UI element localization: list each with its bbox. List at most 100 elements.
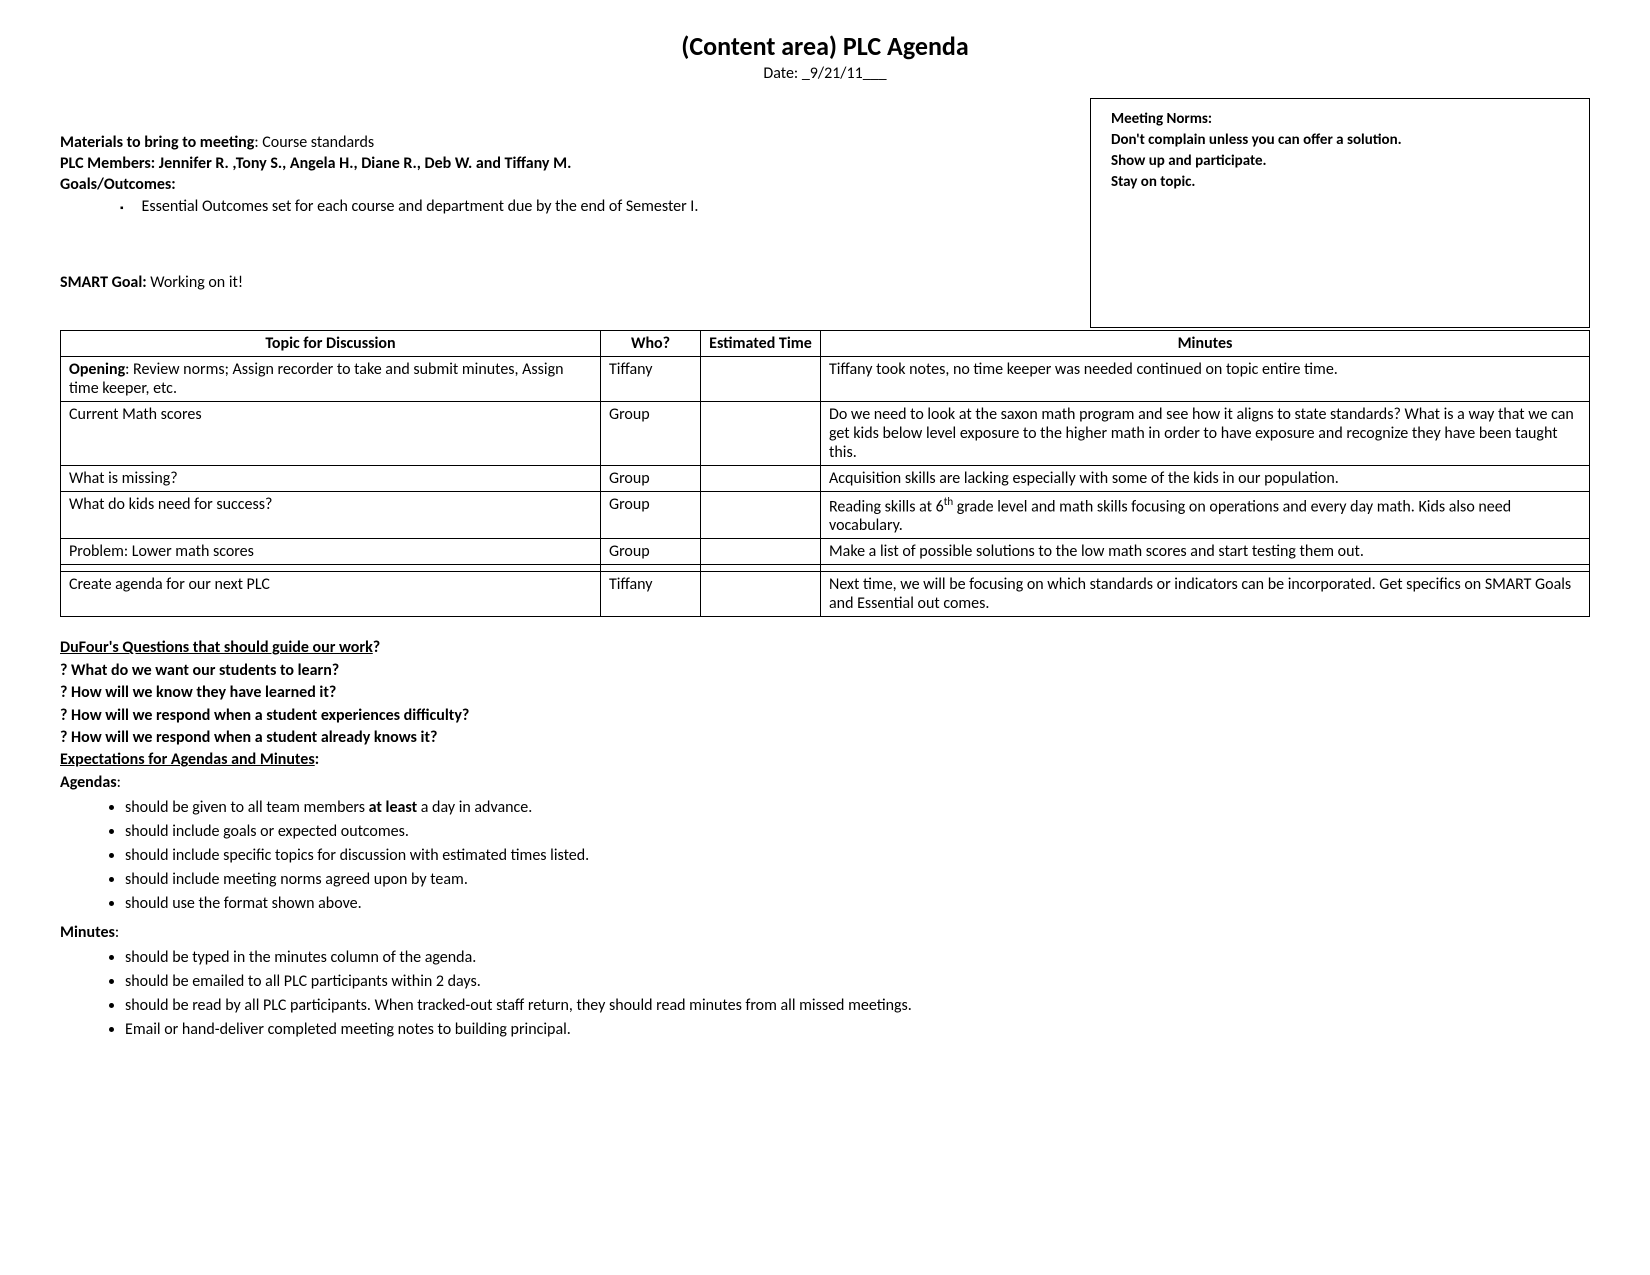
dufour-q-2: ? How will we respond when a student exp… (60, 705, 1590, 727)
dufour-title-line: DuFour's Questions that should guide our… (60, 637, 1590, 659)
materials-value: : Course standards (254, 133, 374, 152)
dufour-title: DuFour's Questions that should guide our… (60, 638, 373, 657)
cell-minutes: Make a list of possible solutions to the… (821, 539, 1590, 565)
expectations-title: Expectations for Agendas and Minutes (60, 750, 315, 769)
dufour-q-0: ? What do we want our students to learn? (60, 660, 1590, 682)
minutes-heading: Minutes: (60, 922, 1590, 944)
date-line: Date: _9/21/11___ (60, 64, 1590, 83)
agenda-table: Topic for Discussion Who? Estimated Time… (60, 330, 1590, 617)
square-bullet-icon: ▪ (120, 201, 124, 218)
cell-time (701, 402, 821, 466)
date-value: 9/21/11 (810, 64, 863, 83)
cell-topic: Current Math scores (61, 402, 601, 466)
norms-line-0: Don't complain unless you can offer a so… (1111, 130, 1569, 151)
expectations-colon: : (315, 750, 319, 769)
cell-topic: Create agenda for our next PLC (61, 572, 601, 617)
list-item: should include goals or expected outcome… (125, 820, 1590, 844)
table-row: What is missing? Group Acquisition skills … (61, 466, 1590, 492)
members-value: Jennifer R. ,Tony S., Angela H., Diane R… (159, 154, 572, 173)
agendas-label: Agendas (60, 773, 117, 792)
agendas-heading: Agendas: (60, 772, 1590, 794)
materials-line: Materials to bring to meeting: Course st… (60, 133, 1060, 152)
list-item: should include specific topics for discu… (125, 844, 1590, 868)
cell-time (701, 572, 821, 617)
cell-time (701, 565, 821, 572)
header-time: Estimated Time (701, 331, 821, 357)
cell-minutes: Acquisition skills are lacking especiall… (821, 466, 1590, 492)
agendas-bullets: should be given to all team members at l… (100, 796, 1590, 916)
left-info: Materials to bring to meeting: Course st… (60, 98, 1060, 292)
cell-topic (61, 565, 601, 572)
agendas-colon: : (117, 773, 121, 792)
cell-topic: Opening: Review norms; Assign recorder t… (61, 357, 601, 402)
header-topic: Topic for Discussion (61, 331, 601, 357)
topic-rest: Create agenda for our next PLC (69, 575, 270, 594)
cell-time (701, 539, 821, 565)
cell-minutes: Do we need to look at the saxon math pro… (821, 402, 1590, 466)
topic-rest: What is missing? (69, 469, 178, 488)
cell-who: Group (601, 492, 701, 539)
list-item: should be typed in the minutes column of… (125, 946, 1590, 970)
cell-who: Tiffany (601, 572, 701, 617)
date-suffix: ___ (863, 64, 887, 83)
page-title: (Content area) PLC Agenda (60, 30, 1590, 62)
cell-who: Tiffany (601, 357, 701, 402)
list-item: should be emailed to all PLC participant… (125, 970, 1590, 994)
expectations-title-line: Expectations for Agendas and Minutes: (60, 749, 1590, 771)
list-item: should use the format shown above. (125, 892, 1590, 916)
norms-line-1: Show up and participate. (1111, 151, 1569, 172)
cell-minutes: Reading skills at 6th grade level and ma… (821, 492, 1590, 539)
minutes-label: Minutes (60, 923, 115, 942)
cell-time (701, 357, 821, 402)
list-item: Email or hand-deliver completed meeting … (125, 1018, 1590, 1042)
members-line: PLC Members: Jennifer R. ,Tony S., Angel… (60, 154, 1060, 173)
cell-who: Group (601, 466, 701, 492)
topic-bold: Opening (69, 360, 125, 379)
date-label: Date: _ (763, 64, 809, 83)
cell-time (701, 492, 821, 539)
list-item: should be given to all team members at l… (125, 796, 1590, 820)
dufour-q-3: ? How will we respond when a student alr… (60, 727, 1590, 749)
dufour-qmark: ? (373, 638, 380, 657)
topic-rest: What do kids need for success? (69, 495, 272, 514)
table-row: Problem: Lower math scores Group Make a li… (61, 539, 1590, 565)
cell-topic: What is missing? (61, 466, 601, 492)
smart-value: Working on it! (147, 273, 243, 292)
table-row: Opening: Review norms; Assign recorder t… (61, 357, 1590, 402)
table-row: Current Math scores Group Do we need to lo… (61, 402, 1590, 466)
table-row (61, 565, 1590, 572)
cell-minutes: Tiffany took notes, no time keeper was n… (821, 357, 1590, 402)
norms-heading: Meeting Norms: (1111, 109, 1569, 130)
smart-label: SMART Goal: (60, 273, 147, 292)
minutes-bullets: should be typed in the minutes column of… (100, 946, 1590, 1042)
cell-who (601, 565, 701, 572)
cell-topic: What do kids need for success? (61, 492, 601, 539)
dufour-section: DuFour's Questions that should guide our… (60, 637, 1590, 1042)
dufour-q-1: ? How will we know they have learned it? (60, 682, 1590, 704)
cell-time (701, 466, 821, 492)
goals-bullet-text: Essential Outcomes set for each course a… (142, 196, 699, 218)
table-header-row: Topic for Discussion Who? Estimated Time… (61, 331, 1590, 357)
topic-rest: Problem: Lower math scores (69, 542, 254, 561)
table-row: Create agenda for our next PLC Tiffany Nex… (61, 572, 1590, 617)
header-who: Who? (601, 331, 701, 357)
cell-who: Group (601, 539, 701, 565)
smart-goal-line: SMART Goal: Working on it! (60, 273, 1060, 292)
minutes-colon: : (115, 923, 119, 942)
cell-minutes: Next time, we will be focusing on which … (821, 572, 1590, 617)
norms-line-2: Stay on topic. (1111, 172, 1569, 193)
header-minutes: Minutes (821, 331, 1590, 357)
topic-rest: : Review norms; Assign recorder to take … (69, 360, 564, 398)
cell-who: Group (601, 402, 701, 466)
cell-topic: Problem: Lower math scores (61, 539, 601, 565)
goals-bullet: ▪ Essential Outcomes set for each course… (120, 196, 720, 218)
topic-rest: Current Math scores (69, 405, 202, 424)
table-row: What do kids need for success? Group Readi… (61, 492, 1590, 539)
top-section: Materials to bring to meeting: Course st… (60, 98, 1590, 328)
cell-minutes (821, 565, 1590, 572)
members-label: PLC Members: (60, 154, 159, 173)
goals-label: Goals/Outcomes: (60, 175, 1060, 194)
materials-label: Materials to bring to meeting (60, 133, 254, 152)
list-item: should include meeting norms agreed upon… (125, 868, 1590, 892)
meeting-norms-box: Meeting Norms: Don't complain unless you… (1090, 98, 1590, 328)
